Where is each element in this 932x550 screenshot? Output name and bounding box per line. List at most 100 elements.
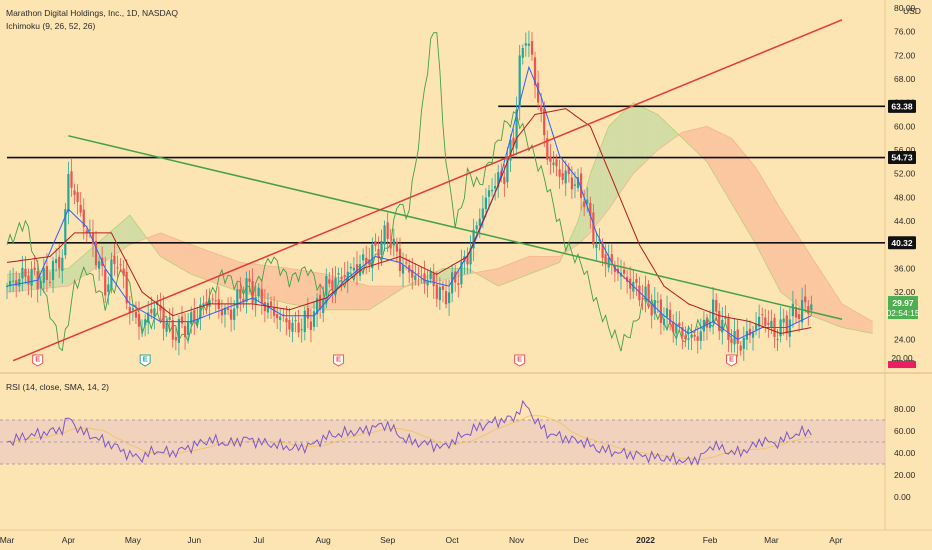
cloud-segment: [191, 244, 195, 276]
candle-body: [659, 299, 662, 323]
candle-body: [460, 261, 463, 285]
candle-body: [580, 173, 583, 198]
cloud-segment: [135, 223, 139, 243]
cloud-segment: [178, 240, 182, 269]
cloud-segment: [264, 265, 268, 299]
candle-body: [454, 271, 457, 283]
earnings-flag[interactable]: E: [333, 354, 345, 367]
cloud-segment: [105, 233, 109, 262]
currency-label: USD: [903, 6, 921, 16]
level-tag[interactable]: 40.32: [888, 236, 916, 250]
candle-body: [530, 41, 534, 55]
candle-body: [230, 309, 233, 320]
cloud-segment: [823, 275, 827, 322]
earnings-flag[interactable]: E: [139, 354, 151, 367]
candles: [5, 30, 813, 361]
cloud-segment: [77, 257, 81, 280]
candle-body: [699, 331, 702, 341]
candle-body: [491, 189, 494, 192]
ichimoku-legend[interactable]: Ichimoku (9, 26, 52, 26): [6, 21, 96, 31]
cloud-segment: [7, 274, 11, 292]
cloud-segment: [808, 251, 812, 316]
rsi-legend[interactable]: RSI (14, close, SMA, 14, 2): [6, 382, 109, 392]
price-tick-label: 72.00: [894, 50, 916, 60]
candle-body: [82, 209, 85, 228]
cloud-segment: [848, 307, 852, 330]
candle-body: [73, 190, 76, 195]
candle-body: [205, 301, 208, 306]
candle-body: [276, 314, 279, 319]
cloud-segment: [307, 271, 311, 308]
candle-body: [18, 279, 21, 287]
candle-body: [55, 259, 58, 264]
cloud-segment: [630, 102, 634, 179]
candle-body: [755, 324, 758, 330]
time-tick-label: Nov: [509, 535, 525, 545]
candle-body: [451, 272, 454, 294]
candle-body: [208, 299, 211, 307]
symbol-title[interactable]: Marathon Digital Holdings, Inc., 1D, NAS…: [6, 8, 178, 18]
candle-body: [128, 306, 131, 314]
candle-body: [586, 199, 589, 204]
candle-body: [358, 263, 362, 276]
cloud-segment: [65, 268, 69, 287]
cloud-segment: [749, 160, 753, 240]
price-tick-label: 36.00: [894, 263, 916, 273]
candle-body: [254, 297, 257, 304]
candle-body: [705, 319, 709, 328]
candle-body: [352, 267, 355, 271]
candle-body: [260, 288, 263, 304]
cloud-segment: [310, 271, 314, 308]
cloud-segment: [510, 262, 514, 282]
level-tag[interactable]: 63.38: [888, 99, 916, 113]
candle-body: [751, 332, 755, 338]
earnings-flag[interactable]: E: [514, 354, 526, 367]
candle-body: [312, 311, 316, 327]
candle-body: [696, 336, 699, 341]
cloud-segment: [814, 261, 818, 319]
candle-body: [604, 254, 607, 265]
trendline-green-descending[interactable]: [68, 135, 843, 320]
cloud-segment: [863, 316, 867, 333]
candle-body: [349, 266, 352, 269]
candle-body: [153, 308, 156, 317]
level-tag[interactable]: 54.73: [888, 151, 916, 165]
cloud-segment: [857, 312, 861, 332]
cloud-segment: [120, 220, 124, 251]
cloud-segment: [617, 114, 621, 196]
candle-body: [503, 176, 506, 184]
candle-body: [374, 241, 377, 246]
cloud-segment: [541, 256, 545, 270]
candle-body: [438, 287, 441, 301]
cloud-segment: [716, 130, 720, 183]
earnings-flag[interactable]: E: [32, 354, 44, 367]
cloud-segment: [642, 107, 646, 165]
cloud-segment: [71, 263, 75, 284]
cloud-segment: [344, 279, 348, 310]
candle-body: [371, 244, 374, 269]
candle-body: [435, 284, 438, 299]
cloud-segment: [728, 136, 732, 204]
candle-body: [487, 190, 491, 197]
candle-body: [742, 337, 745, 349]
candle-body: [798, 314, 801, 319]
candle-body: [601, 242, 604, 258]
candle-body: [810, 304, 813, 311]
cloud-segment: [820, 270, 824, 321]
cloud-segment: [160, 232, 164, 259]
cloud-segment: [209, 251, 213, 282]
trendline-red-ascending[interactable]: [12, 19, 843, 362]
candle-body: [708, 322, 712, 328]
candle-body: [343, 275, 346, 278]
candle-body: [401, 265, 405, 274]
earnings-flag[interactable]: E: [726, 354, 738, 367]
candle-body: [300, 329, 303, 331]
candle-body: [794, 306, 798, 318]
cloud-segment: [817, 266, 821, 320]
candle-body: [110, 259, 113, 288]
candle-body: [245, 278, 248, 302]
cloud-segment: [636, 104, 640, 171]
candle-body: [758, 316, 761, 327]
